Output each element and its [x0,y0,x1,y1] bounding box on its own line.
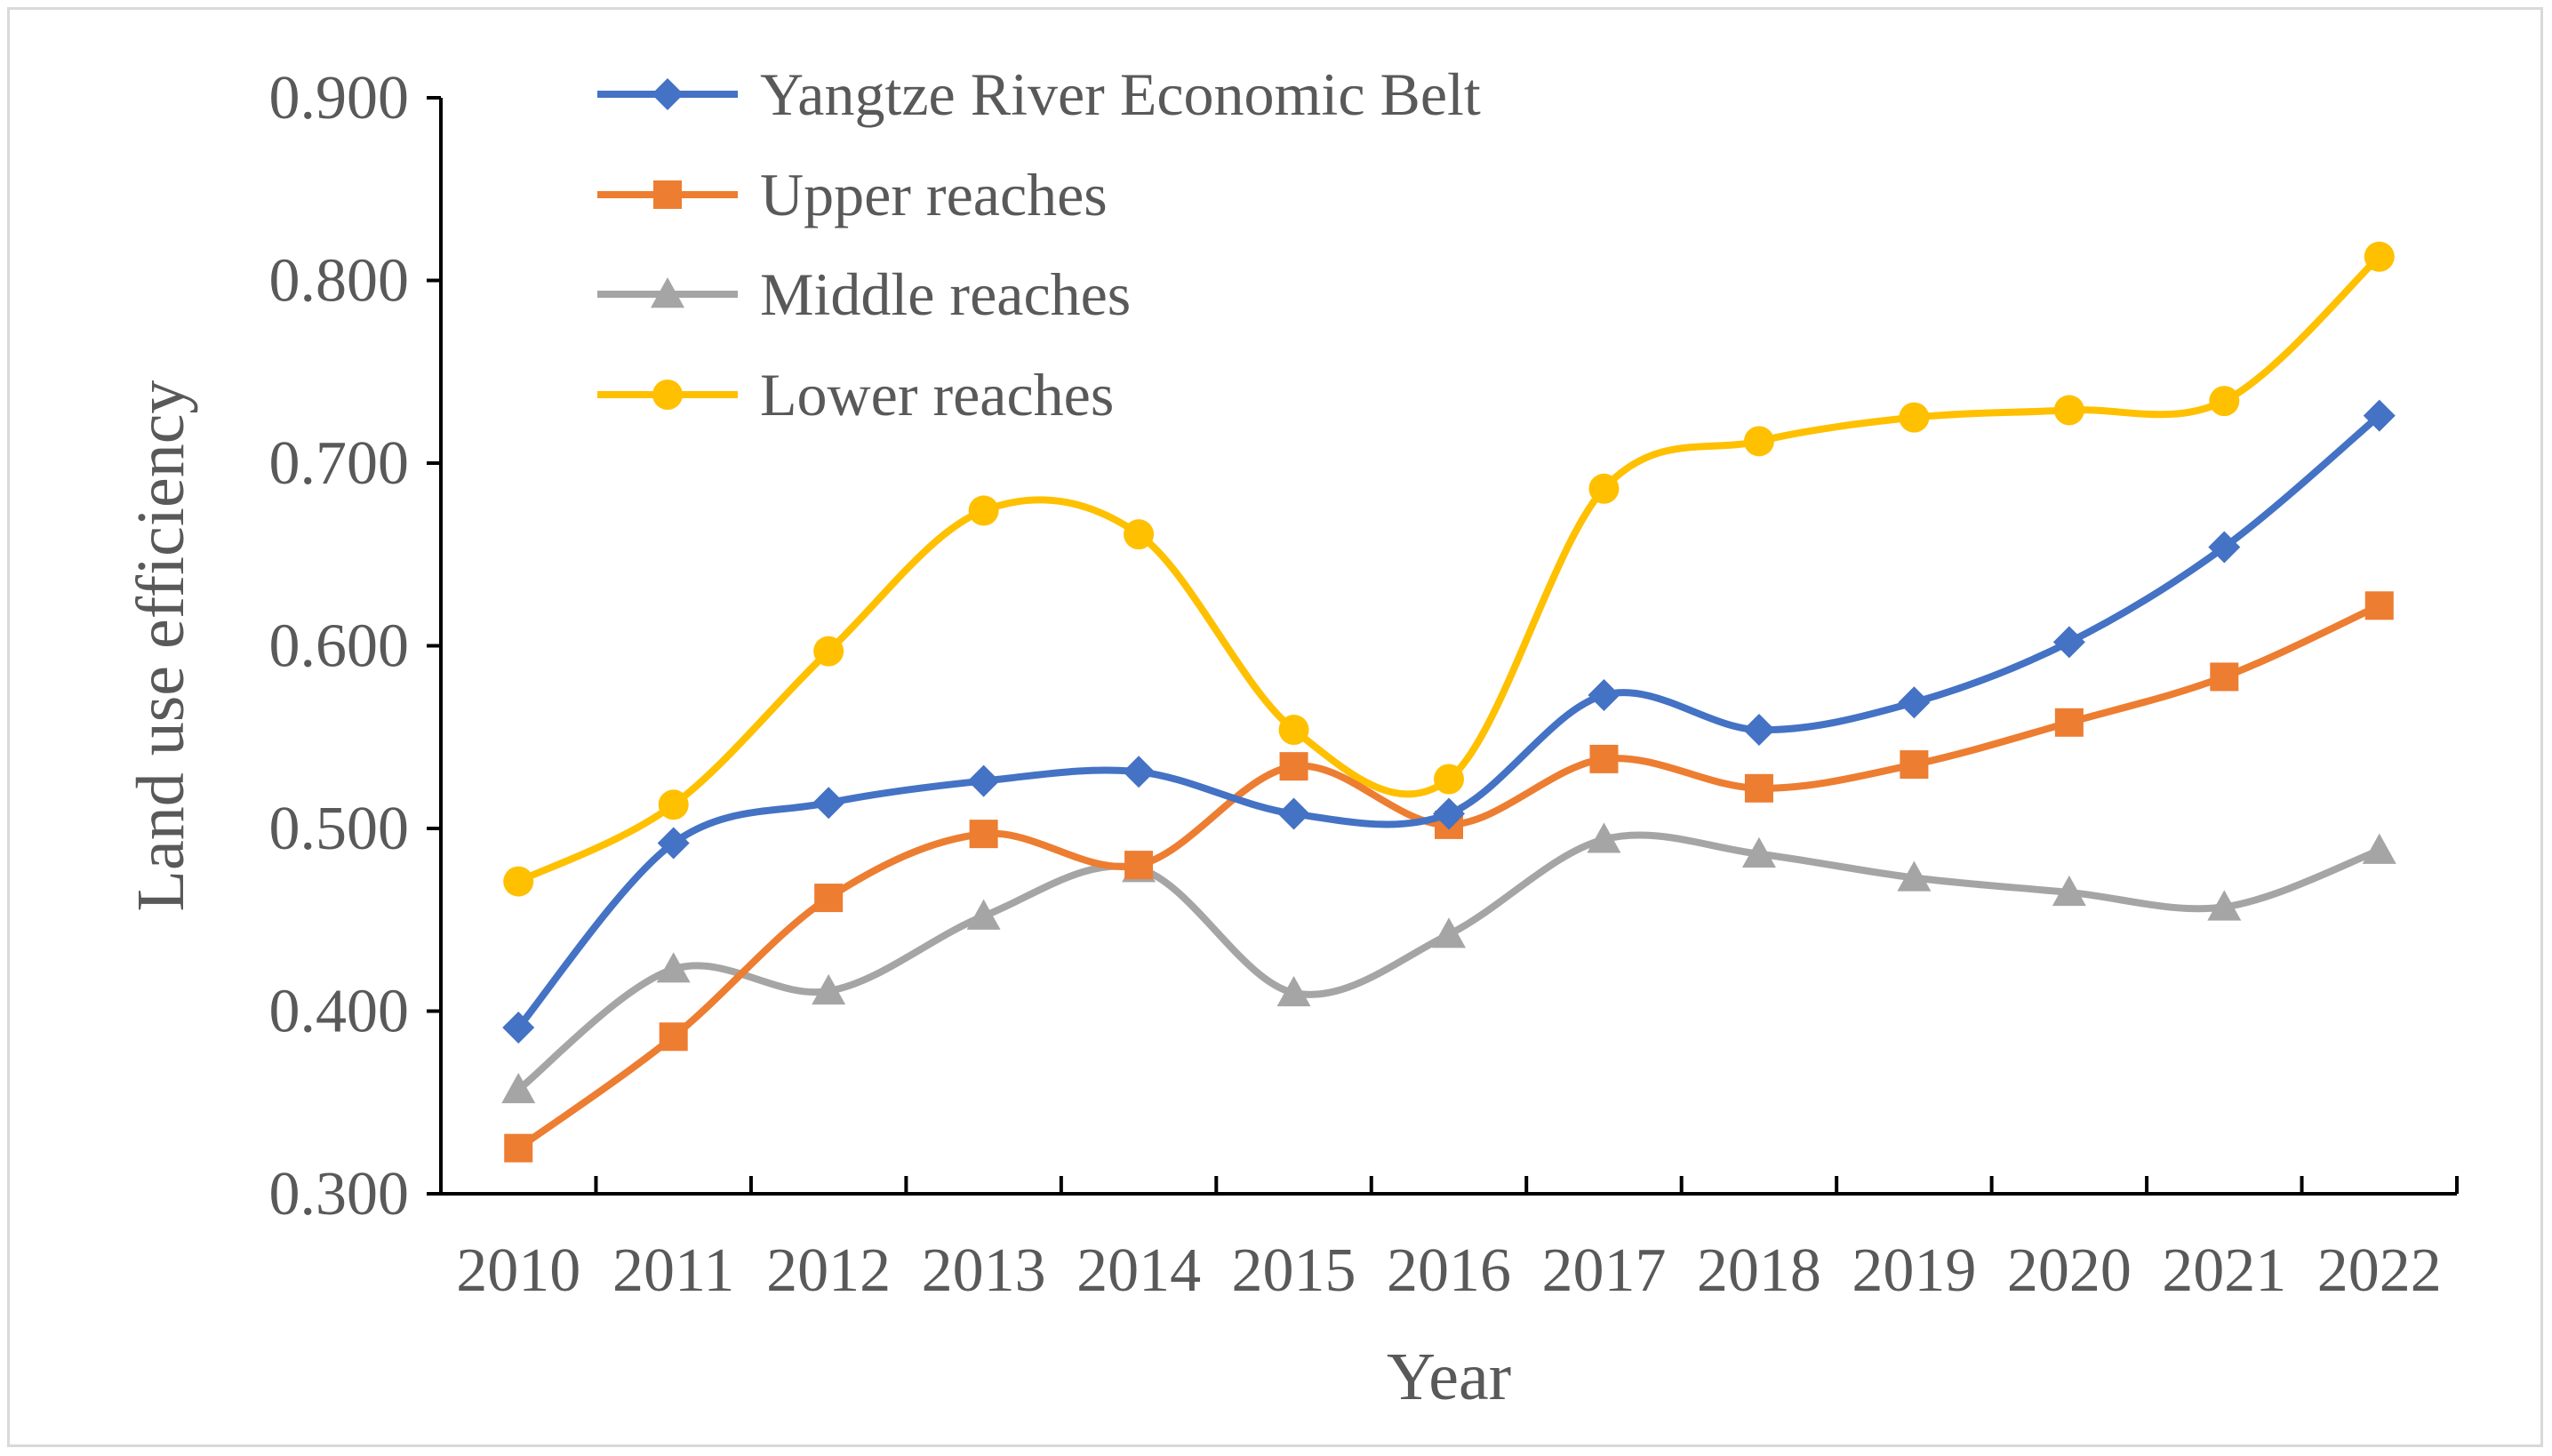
legend: Yangtze River Economic Belt Upper reaches… [597,60,1481,428]
data-point [504,1133,533,1163]
x-axis-title: Year [1387,1340,1511,1414]
data-point [2208,531,2241,564]
data-point [812,973,846,1005]
x-tick-label: 2015 [1232,1236,1356,1305]
legend-label: Middle reaches [760,260,1131,328]
data-point [1898,686,1931,719]
series-middle-reaches [501,822,2396,1104]
data-point [1278,715,1309,746]
data-point [1279,752,1308,781]
legend-item: Yangtze River Economic Belt [597,60,1481,128]
x-tick-label: 2014 [1076,1236,1201,1305]
data-point [2364,241,2395,272]
y-tick-label: 0.600 [269,612,410,681]
data-point [813,636,844,667]
y-tick-label: 0.500 [269,795,410,863]
data-point [1897,860,1932,892]
series-lower-reaches [503,241,2395,897]
chart-frame [7,7,2543,1447]
y-tick-label: 0.900 [269,64,410,132]
data-point [1277,797,1310,830]
x-tick-label: 2018 [1697,1236,1821,1305]
data-point [2363,399,2396,432]
data-point [812,787,845,820]
data-point [1589,744,1619,773]
data-point [1741,836,1776,868]
legend-marker [652,78,684,110]
x-tick-label: 2021 [2162,1236,2286,1305]
legend-label: Lower reaches [760,361,1114,428]
data-point [2052,875,2086,907]
data-point [1588,678,1620,711]
data-point [2364,591,2394,620]
data-point [1900,750,1929,780]
y-axis-title: Land use efficiency [124,380,198,912]
data-point [656,952,691,983]
data-point [1899,402,1930,433]
data-point [1124,851,1154,880]
y-tick-label: 0.800 [269,247,410,316]
data-point [814,884,844,913]
legend-item: Upper reaches [597,161,1108,228]
series-layer [501,241,2396,1163]
data-point [967,764,1000,797]
data-point [503,866,534,897]
legend-marker [652,380,683,410]
x-tick-label: 2022 [2317,1236,2442,1305]
legend-label: Upper reaches [760,161,1108,228]
data-point [658,789,689,820]
data-point [657,827,690,860]
data-point [968,495,999,526]
x-tick-label: 2020 [2007,1236,2132,1305]
data-point [1588,473,1620,504]
data-point [2054,708,2084,737]
y-tick-label: 0.300 [269,1160,410,1228]
y-tick-label: 0.700 [269,429,410,498]
data-point [966,899,1001,930]
legend-item: Middle reaches [597,260,1131,328]
data-point [1123,756,1156,788]
data-point [2053,395,2084,426]
legend-marker [651,277,684,308]
data-point [1432,917,1466,948]
data-point [1124,519,1155,550]
data-point [2207,890,2242,921]
legend-label: Yangtze River Economic Belt [760,60,1481,128]
data-point [501,1072,536,1104]
data-point [2362,833,2396,864]
series-upper-reaches [504,591,2394,1163]
ticks-layer: 0.300 0.400 0.500 0.600 0.700 0.800 0.900 2010 2… [269,64,2459,1305]
data-point [969,820,998,849]
y-tick-label: 0.400 [269,978,410,1046]
data-point [1744,773,1773,803]
x-tick-label: 2019 [1852,1236,1976,1305]
legend-marker [653,180,682,209]
data-point [659,1022,688,1052]
x-tick-label: 2013 [922,1236,1046,1305]
data-point [1587,822,1621,853]
data-point [1433,797,1465,830]
axes-layer [439,98,2457,1196]
x-tick-label: 2016 [1387,1236,1511,1305]
data-point [502,1011,535,1044]
data-point [1743,426,1774,457]
series-yangtze-river-economic-belt [502,399,2396,1044]
data-point [2052,626,2085,659]
data-point [1742,714,1775,747]
x-tick-label: 2011 [612,1236,734,1305]
x-tick-label: 2012 [766,1236,891,1305]
data-point [1276,975,1311,1007]
series-line [515,831,2383,1093]
x-tick-label: 2010 [456,1236,580,1305]
data-point [2209,386,2240,417]
data-point [1434,764,1464,795]
x-tick-label: 2017 [1541,1236,1666,1305]
data-point [2210,662,2239,692]
legend-item: Lower reaches [597,361,1114,428]
